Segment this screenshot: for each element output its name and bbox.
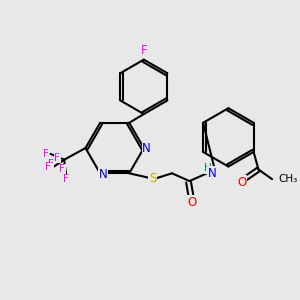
- Text: N: N: [142, 142, 151, 154]
- Text: S: S: [149, 172, 156, 185]
- Text: F: F: [48, 159, 53, 169]
- Text: F: F: [63, 174, 69, 184]
- Text: O: O: [237, 176, 247, 189]
- Text: CH₃: CH₃: [279, 174, 298, 184]
- Text: N: N: [99, 168, 107, 181]
- Text: F: F: [59, 164, 65, 174]
- Text: F: F: [43, 149, 49, 159]
- Text: F: F: [140, 44, 147, 57]
- Text: F: F: [54, 153, 60, 163]
- Text: N: N: [208, 167, 216, 180]
- Text: F: F: [45, 163, 51, 172]
- Text: O: O: [188, 196, 197, 209]
- Text: H: H: [204, 164, 212, 173]
